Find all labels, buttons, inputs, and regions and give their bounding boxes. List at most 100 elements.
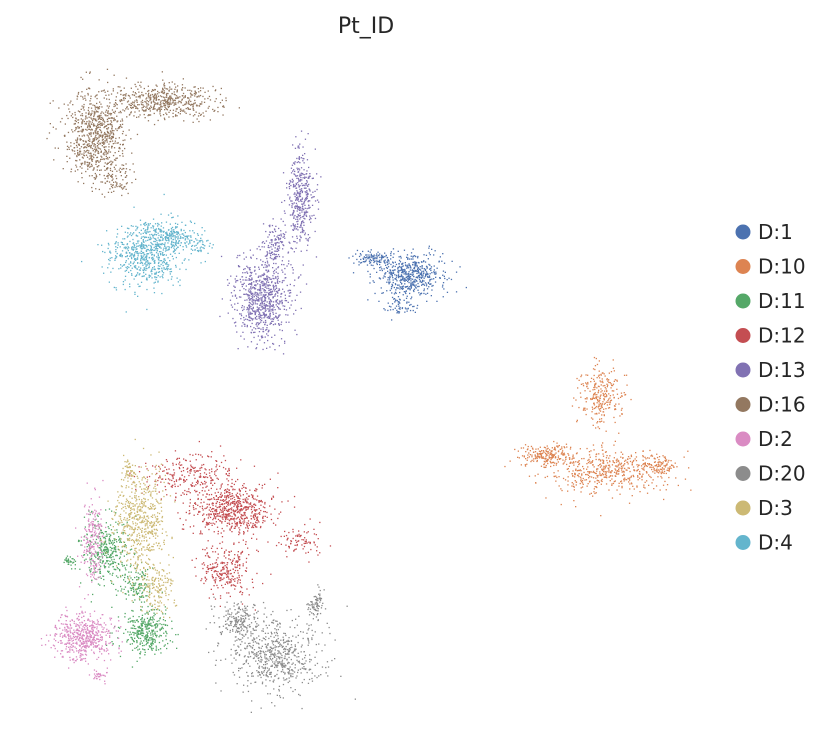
scatter-point	[413, 261, 415, 264]
scatter-point	[202, 487, 204, 489]
scatter-point	[225, 515, 227, 517]
scatter-point	[555, 475, 557, 477]
scatter-point	[363, 256, 365, 258]
scatter-point	[188, 488, 190, 490]
scatter-point	[422, 279, 424, 281]
scatter-point	[544, 466, 546, 469]
scatter-point	[134, 552, 136, 554]
scatter-point	[130, 564, 132, 566]
scatter-point	[295, 193, 297, 195]
scatter-point	[213, 566, 215, 568]
scatter-point	[637, 476, 639, 478]
scatter-point	[249, 271, 252, 273]
scatter-point	[246, 324, 248, 327]
scatter-point	[592, 368, 595, 370]
scatter-point	[536, 460, 538, 463]
scatter-point	[599, 380, 601, 382]
scatter-point	[166, 632, 168, 635]
scatter-point	[427, 258, 429, 260]
scatter-point	[247, 346, 249, 348]
scatter-point	[406, 266, 409, 268]
scatter-point	[254, 288, 257, 290]
scatter-point	[286, 265, 288, 267]
scatter-point	[401, 272, 403, 274]
scatter-point	[596, 363, 599, 366]
scatter-point	[257, 292, 259, 295]
scatter-point	[292, 203, 294, 205]
scatter-point	[555, 464, 557, 466]
scatter-point	[413, 280, 415, 282]
scatter-point	[569, 457, 571, 459]
scatter-point	[167, 482, 169, 484]
scatter-point	[226, 564, 228, 566]
scatter-point	[137, 572, 139, 574]
scatter-point	[256, 318, 258, 320]
scatter-point	[620, 465, 623, 467]
scatter-point	[214, 510, 216, 512]
scatter-point	[111, 510, 113, 512]
scatter-point	[630, 476, 632, 478]
scatter-point	[255, 280, 257, 282]
scatter-point	[284, 342, 286, 344]
scatter-point	[212, 484, 214, 486]
scatter-point	[602, 411, 604, 413]
scatter-point	[253, 465, 256, 467]
scatter-point	[569, 448, 572, 450]
scatter-point	[620, 392, 623, 394]
scatter-point	[593, 397, 596, 400]
scatter-point	[388, 283, 390, 285]
scatter-point	[122, 531, 124, 534]
scatter-point	[527, 454, 529, 456]
scatter-point	[231, 497, 234, 500]
scatter-point	[198, 440, 200, 443]
scatter-point	[152, 640, 154, 642]
scatter-point	[227, 312, 229, 314]
scatter-point	[389, 275, 391, 277]
scatter-point	[173, 472, 176, 474]
scatter-point	[288, 547, 290, 549]
scatter-point	[242, 309, 244, 312]
scatter-point	[130, 587, 133, 590]
scatter-point	[264, 304, 266, 306]
scatter-point	[228, 519, 231, 521]
scatter-point	[275, 244, 277, 246]
scatter-point	[656, 471, 658, 473]
scatter-point	[272, 271, 275, 273]
scatter-point	[121, 561, 123, 564]
scatter-point	[234, 295, 237, 297]
scatter-point	[396, 299, 398, 302]
scatter-point	[202, 509, 204, 511]
scatter-point	[152, 635, 154, 637]
scatter-point	[232, 575, 234, 578]
scatter-point	[607, 380, 609, 382]
scatter-point	[403, 273, 405, 275]
scatter-point	[374, 260, 376, 263]
scatter-point	[317, 208, 320, 210]
scatter-point	[95, 538, 98, 541]
scatter-point	[211, 498, 213, 500]
scatter-point	[156, 484, 159, 486]
scatter-point	[290, 264, 292, 266]
scatter-point	[417, 270, 419, 272]
scatter-point	[248, 294, 250, 296]
scatter-point	[421, 270, 423, 273]
scatter-point	[574, 480, 576, 482]
scatter-point	[260, 504, 262, 506]
scatter-point	[586, 383, 588, 385]
scatter-point	[379, 267, 381, 269]
scatter-point	[256, 513, 258, 515]
scatter-point	[546, 460, 548, 463]
scatter-point	[143, 649, 145, 651]
scatter-point	[254, 316, 257, 319]
scatter-point	[241, 305, 244, 307]
scatter-point	[264, 323, 266, 326]
scatter-point	[313, 196, 315, 198]
scatter-point	[269, 316, 271, 318]
scatter-point	[237, 560, 239, 562]
scatter-point	[435, 271, 437, 273]
scatter-point	[401, 279, 403, 281]
scatter-point	[259, 292, 261, 294]
scatter-point	[257, 327, 259, 329]
scatter-point	[293, 225, 295, 227]
scatter-point	[534, 458, 536, 460]
